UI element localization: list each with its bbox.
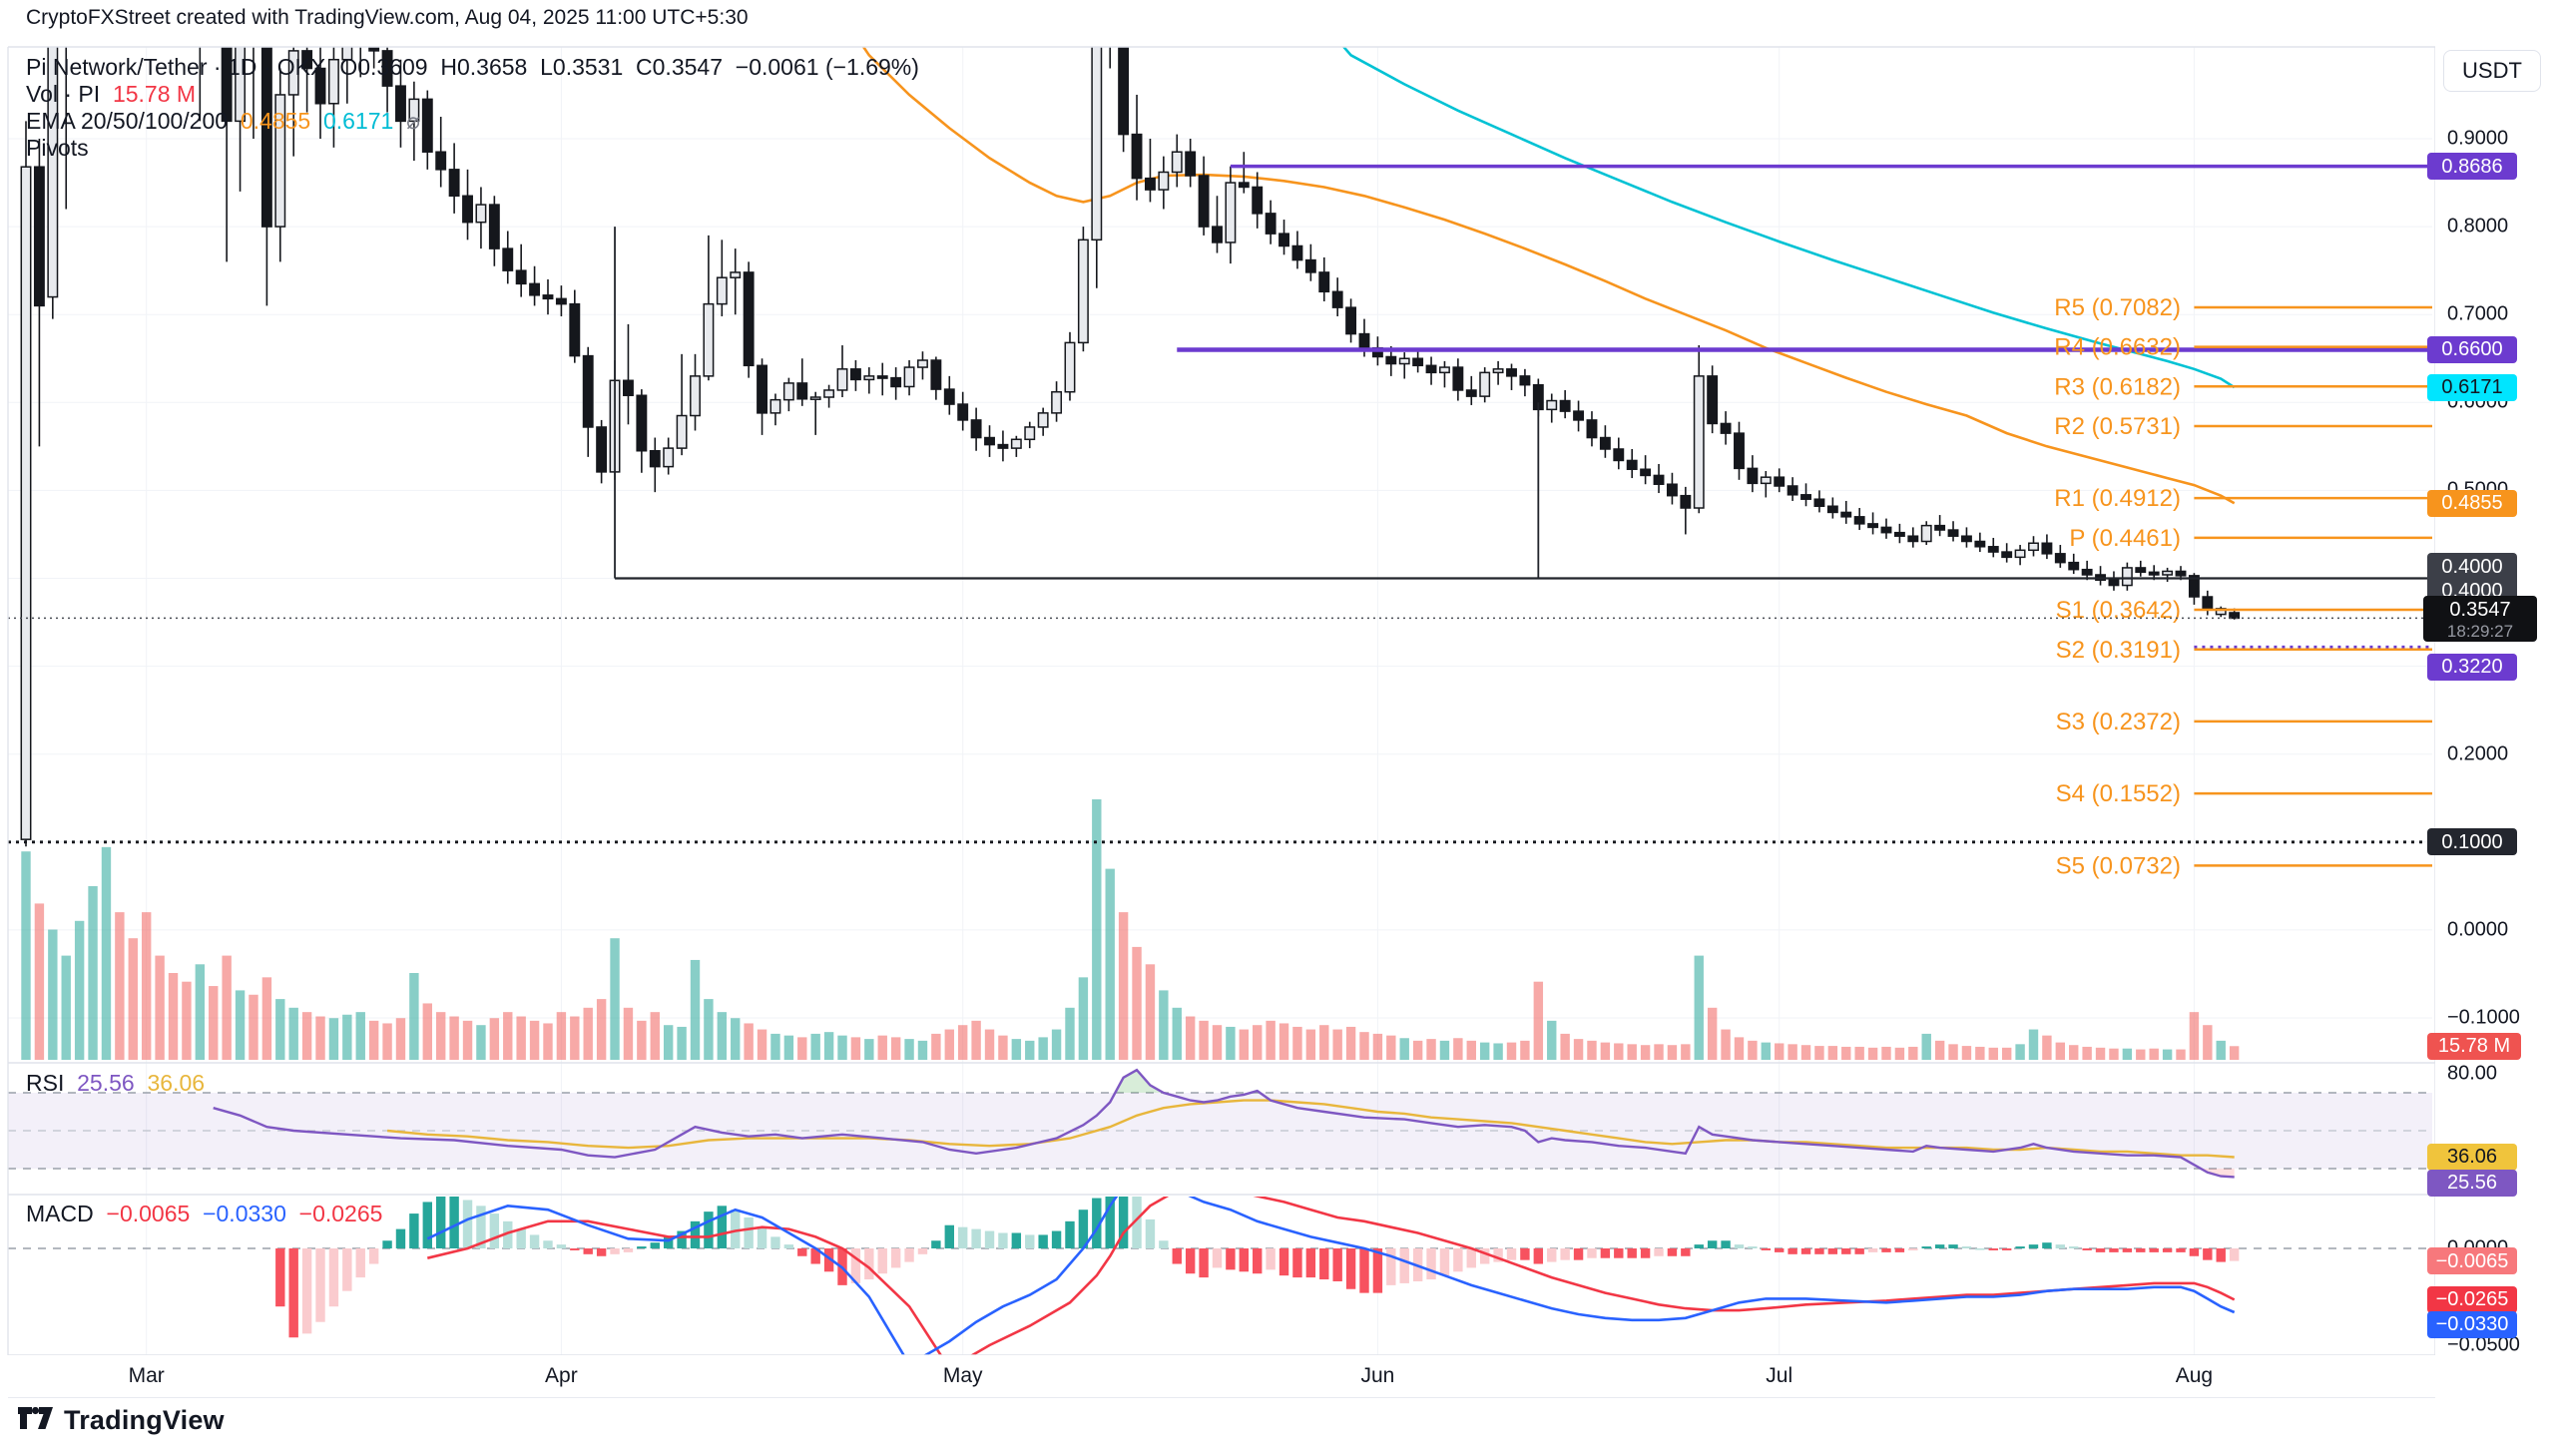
pivot-label: S3 (0.2372)	[2056, 709, 2181, 735]
macd-pane	[8, 1197, 2432, 1355]
macd-signal-line	[426, 1197, 2236, 1355]
badge-macd-signal: −0.0265	[2427, 1285, 2517, 1313]
pivot-label: R1 (0.4912)	[2054, 485, 2181, 512]
macd-tick: −0.0500	[2447, 1333, 2520, 1356]
rsi-pane-legend[interactable]: RSI 25.56 36.06	[26, 1070, 205, 1097]
price-tick: 0.0000	[2447, 918, 2509, 941]
badge-line-06600: 0.6600	[2427, 335, 2517, 363]
pivot-label: S4 (0.1552)	[2056, 780, 2181, 807]
price-tick: 0.7000	[2447, 302, 2509, 325]
rsi-value: 25.56	[77, 1070, 135, 1096]
pivot-label: S1 (0.3642)	[2056, 597, 2181, 624]
watermark-text: CryptoFXStreet created with TradingView.…	[26, 6, 749, 29]
badge-rsi: 25.56	[2427, 1169, 2517, 1197]
macd-signal-value: −0.0265	[298, 1201, 383, 1226]
badge-macd-hist: −0.0065	[2427, 1247, 2517, 1275]
price-scale[interactable]: USDT 0.90000.80000.70000.60000.50000.200…	[2423, 0, 2555, 1456]
rsi-ma-value: 36.06	[147, 1070, 206, 1096]
price-tick: 0.2000	[2447, 742, 2509, 765]
badge-rsi-ma: 36.06	[2427, 1143, 2517, 1171]
rsi-line	[213, 1068, 2235, 1179]
volume-series	[21, 799, 2240, 1060]
pivot-label: R2 (0.5731)	[2054, 413, 2181, 440]
pivot-label: R4 (0.6632)	[2054, 334, 2181, 361]
badge-ema-slow: 0.6171	[2427, 373, 2517, 401]
candlestick-series	[20, 47, 2241, 847]
time-scale[interactable]: Mar Apr May Jun Jul Aug	[0, 1355, 2435, 1397]
drawing-annotations[interactable]	[614, 164, 2432, 580]
badge-ema-fast: 0.4855	[2427, 489, 2517, 517]
macd-line-value: −0.0330	[203, 1201, 286, 1226]
badge-line-01000: 0.1000	[2427, 828, 2517, 856]
ema-200-line	[1341, 47, 2236, 389]
tradingview-logo-icon	[18, 1406, 53, 1429]
tradingview-attribution[interactable]: TradingView	[18, 1405, 225, 1436]
month-label-apr: Apr	[545, 1364, 578, 1387]
month-label-jun: Jun	[1360, 1364, 1395, 1387]
rsi-ma-line	[386, 1099, 2235, 1159]
ema-100-line	[861, 47, 2236, 505]
currency-toggle-button[interactable]: USDT	[2443, 50, 2541, 92]
rsi-tick: 80.00	[2447, 1062, 2498, 1085]
macd-blue-line	[426, 1197, 2236, 1355]
price-tick: −0.1000	[2447, 1006, 2520, 1029]
price-tick: 0.9000	[2447, 127, 2509, 150]
badge-line-08686: 0.8686	[2427, 153, 2517, 181]
badge-volume: 15.78 M	[2427, 1032, 2521, 1060]
price-tick: 0.8000	[2447, 215, 2509, 238]
pivot-label: R5 (0.7082)	[2054, 294, 2181, 321]
month-label-aug: Aug	[2175, 1364, 2214, 1387]
badge-macd-line: −0.0330	[2427, 1310, 2517, 1338]
rsi-pane	[8, 1068, 2432, 1179]
month-label-may: May	[942, 1364, 983, 1387]
badge-line-04000: 0.4000 0.4000	[2427, 552, 2517, 605]
pivot-label: S5 (0.0732)	[2056, 852, 2181, 879]
month-label-jul: Jul	[1766, 1364, 1793, 1387]
main-pane: R5 (0.7082) R4 (0.6632) R3 (0.6182) R2 (0.5…	[8, 47, 2432, 1060]
month-label-mar: Mar	[128, 1364, 165, 1387]
tradingview-brand-text: TradingView	[64, 1405, 225, 1435]
macd-hist-value: −0.0065	[106, 1201, 191, 1226]
badge-line-03220: 0.3220	[2427, 653, 2517, 681]
pivot-label: P (0.4461)	[2069, 525, 2181, 552]
pivot-label: S2 (0.3191)	[2056, 637, 2181, 664]
macd-label: MACD	[26, 1201, 94, 1226]
rsi-label: RSI	[26, 1070, 65, 1096]
badge-last-price: 0.3547 18:29:27	[2423, 596, 2537, 643]
pivot-label: R3 (0.6182)	[2054, 373, 2181, 400]
pivot-levels: R5 (0.7082) R4 (0.6632) R3 (0.6182) R2 (0.5…	[2054, 294, 2432, 879]
macd-pane-legend[interactable]: MACD −0.0065 −0.0330 −0.0265	[26, 1201, 382, 1227]
